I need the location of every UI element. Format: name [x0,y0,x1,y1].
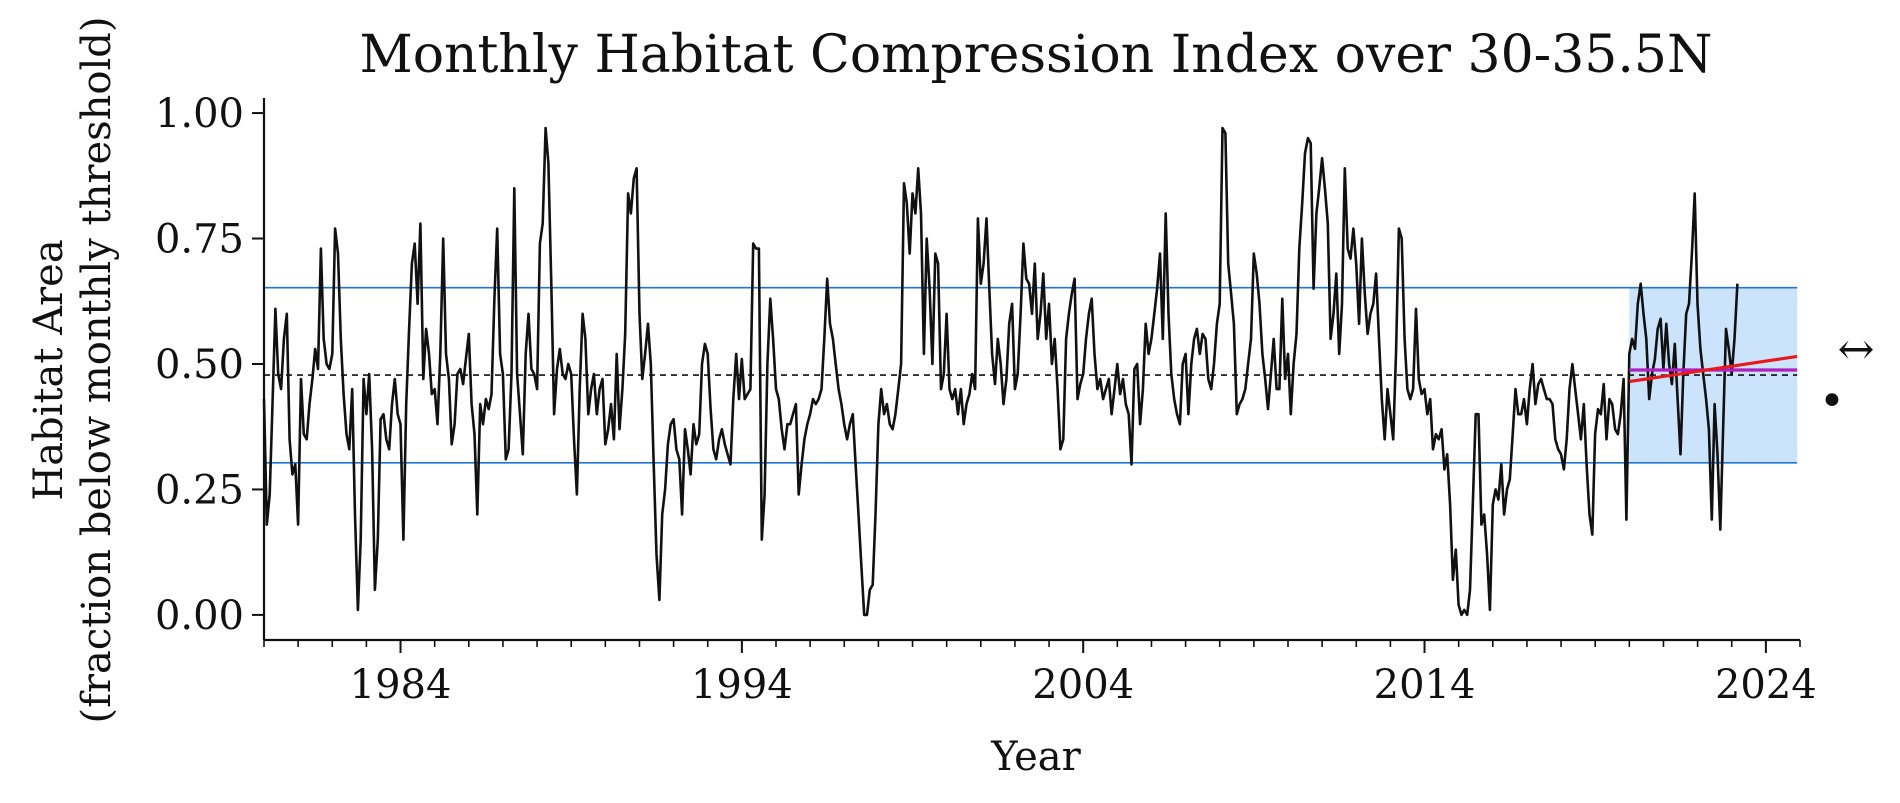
x-tick-label: 2004 [1032,662,1134,708]
series-line [262,126,1739,617]
y-tick-label: 0.00 [155,593,244,639]
y-tick-label: 0.75 [155,217,244,263]
axes: 0.00 0.25 0.50 0.75 1.00 1984 1994 2004 2014 2024 [155,91,1817,708]
y-tick-label: 0.50 [155,342,244,388]
y-axis-label-line-1: Habitat Area [26,239,72,500]
plot-area [262,126,1798,617]
y-tick-label: 1.00 [155,91,244,137]
dot-marker: • [1819,376,1845,427]
recent-trend-line [1629,354,1798,384]
x-tick-label: 1984 [350,662,452,708]
arrow-marker: ↔ [1838,324,1875,375]
x-axis-label: Year [990,734,1081,780]
y-tick-label: 0.25 [155,467,244,513]
y-axis-label-line-2: (fraction below monthly threshold) [74,16,120,723]
x-tick-label: 2014 [1374,662,1476,708]
x-tick-label: 1994 [691,662,793,708]
chart-title: Monthly Habitat Compression Index over 3… [359,25,1712,85]
x-tick-label: 2024 [1715,662,1817,708]
